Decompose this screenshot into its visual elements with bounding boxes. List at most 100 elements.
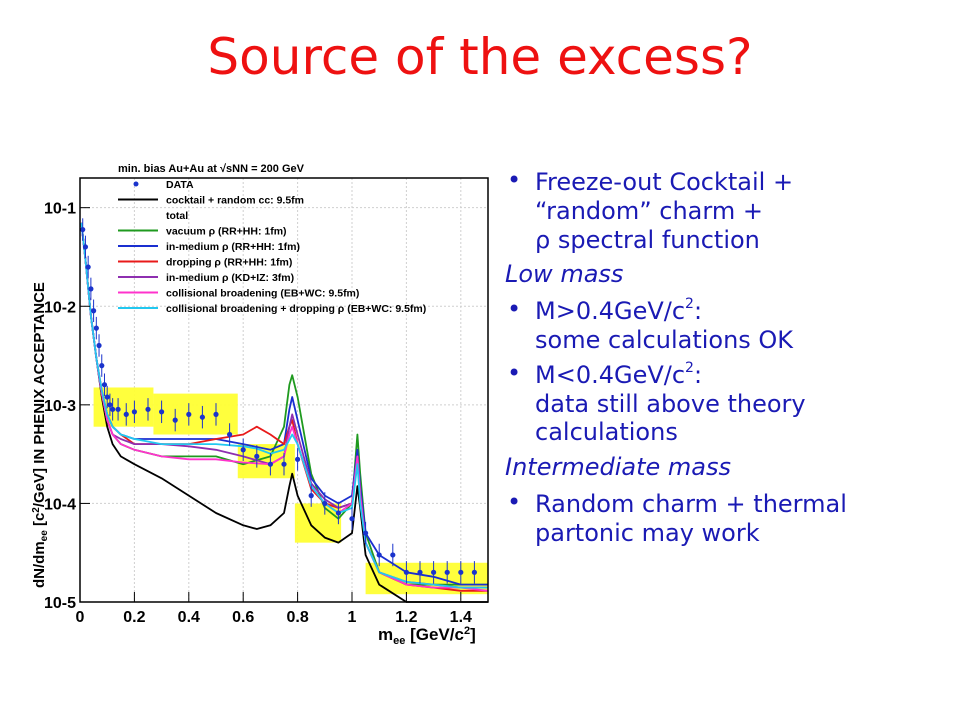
data-point <box>93 325 99 331</box>
data-point <box>91 308 97 314</box>
data-point <box>281 461 287 467</box>
data-point <box>110 406 116 412</box>
slide-title: Source of the excess? <box>207 28 753 86</box>
bullet-lowest-mass: • M<0.4GeV/c2: data still above theory c… <box>505 358 955 447</box>
legend-label: collisional broadening + dropping ρ (EB+… <box>166 303 426 315</box>
data-point <box>322 500 328 507</box>
data-point <box>444 569 450 575</box>
bullet-line: some calculations OK <box>535 325 794 354</box>
chart: 0 0.2 0.4 0.6 0.8 1 1.2 1.4 10-110-210-310-410-… <box>0 150 500 660</box>
data-point <box>417 569 423 575</box>
bullet-dot: • <box>507 487 522 516</box>
legend-swatch <box>133 181 139 187</box>
bullet-line: calculations <box>535 418 678 447</box>
legend-label: collisional broadening (EB+WC: 9.5fm) <box>166 288 359 300</box>
legend-label: dropping ρ (RR+HH: 1fm) <box>166 257 292 269</box>
data-point <box>254 453 260 459</box>
colon: : <box>693 360 703 389</box>
y-axis-label: dN/dmee [c2/GeV] IN PHENIX ACCEPTANCE <box>31 282 50 588</box>
x-tick-labels: 0 0.2 0.4 0.6 0.8 1 1.2 1.4 <box>76 592 472 626</box>
bullet-line: M<0.4GeV/c2: <box>535 361 955 390</box>
data-point <box>159 409 165 415</box>
bullet-dot: • <box>507 295 522 324</box>
svg-text:dN/dmee [c2/GeV] IN PHENIX ACC: dN/dmee [c2/GeV] IN PHENIX ACCEPTANCE <box>31 282 50 588</box>
data-point <box>107 402 113 408</box>
data-point <box>349 516 355 522</box>
data-point <box>145 406 151 412</box>
heading-low-mass: Low mass <box>505 260 624 289</box>
data-point <box>199 414 205 420</box>
data-point <box>104 394 110 400</box>
x-tick-label: 1.4 <box>450 609 472 626</box>
bullet-dot: • <box>507 358 522 387</box>
data-point <box>390 552 396 558</box>
legend-title: min. bias Au+Au at √sNN = 200 GeV <box>118 163 305 175</box>
data-point <box>131 409 137 415</box>
legend-label: cocktail + random cc: 9.5fm <box>166 195 304 207</box>
systematic-box <box>153 393 238 435</box>
data-point <box>115 406 121 412</box>
data-point <box>213 411 219 417</box>
x-tick-label: 0.6 <box>232 609 254 626</box>
x-tick-label: 0.2 <box>123 609 145 626</box>
bullet-line: ρ spectral function <box>535 225 760 254</box>
data-point <box>267 461 273 467</box>
data-point <box>101 382 108 388</box>
x-tick-label: 1 <box>348 609 357 626</box>
data-point <box>295 456 301 462</box>
legend: min. bias Au+Au at √sNN = 200 GeV DATA coc… <box>118 163 426 315</box>
data-point <box>431 569 437 575</box>
x-axis-label: mee [GeV/c2] <box>378 625 476 647</box>
series-line <box>80 222 488 603</box>
data-point <box>123 411 129 417</box>
data-points <box>80 218 477 584</box>
x-tick-label: 0.8 <box>286 609 308 626</box>
plot-frame <box>79 177 489 603</box>
superscript: 2 <box>685 296 694 313</box>
data-point <box>88 286 94 292</box>
bullet-line: Freeze-out Cocktail + <box>535 168 794 196</box>
bullet-line: partonic may work <box>535 518 760 547</box>
legend-label: total <box>166 210 188 222</box>
x-tick-label: 1.2 <box>395 609 417 626</box>
mass-cut-text: M<0.4GeV/c <box>535 360 686 389</box>
legend-label: in-medium ρ (RR+HH: 1fm) <box>166 241 300 253</box>
y-tick-label: 10-2 <box>44 299 76 316</box>
data-point <box>308 493 314 499</box>
y-tick-label: 10-4 <box>44 496 76 513</box>
data-point <box>172 417 178 423</box>
data-point <box>186 411 192 417</box>
bullet-cocktail: • Freeze-out Cocktail + “random” charm +… <box>505 166 955 254</box>
data-point <box>335 510 341 516</box>
y-tick-label: 10-3 <box>44 398 76 415</box>
legend-label: DATA <box>166 179 194 191</box>
data-point <box>80 226 86 233</box>
svg-text:mee [GeV/c2]: mee [GeV/c2] <box>378 625 476 647</box>
series-line <box>80 222 488 589</box>
data-point <box>85 264 91 270</box>
bullet-random-charm: • Random charm + thermal partonic may wo… <box>505 487 955 548</box>
mass-cut-text: M>0.4GeV/c <box>535 297 686 326</box>
data-point <box>227 431 233 438</box>
bullet-list: • Freeze-out Cocktail + “random” charm +… <box>505 166 955 554</box>
y-tick-labels: 10-1 10-2 10-3 10-4 10-5 <box>44 201 90 612</box>
heading-intermediate-mass: Intermediate mass <box>505 453 731 482</box>
x-tick-label: 0.4 <box>178 609 200 626</box>
bullet-line: M>0.4GeV/c2: <box>535 297 955 326</box>
bullet-line: Random charm + thermal <box>535 489 847 518</box>
data-point <box>363 530 369 536</box>
superscript: 2 <box>685 359 694 376</box>
colon: : <box>693 297 703 326</box>
bullet-line: data still above theory <box>535 389 806 418</box>
bullet-dot: • <box>507 166 522 194</box>
data-point <box>376 552 382 558</box>
x-tick-label: 0 <box>76 609 85 626</box>
y-tick-label: 10-1 <box>44 201 76 218</box>
data-point <box>403 569 409 575</box>
bullet-line: “random” charm + <box>535 196 763 225</box>
legend-label: in-medium ρ (KD+IZ: 3fm) <box>166 272 294 284</box>
bullet-high-low-mass: • M>0.4GeV/c2: some calculations OK <box>505 295 955 355</box>
data-point <box>240 447 246 453</box>
data-point <box>99 363 105 369</box>
data-point <box>96 342 102 349</box>
